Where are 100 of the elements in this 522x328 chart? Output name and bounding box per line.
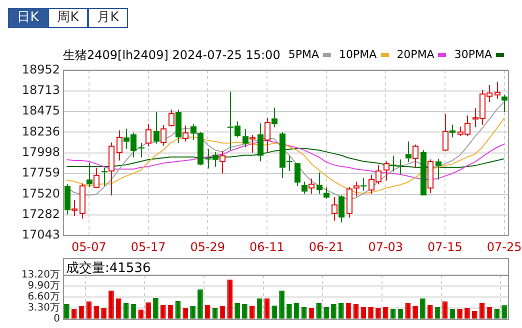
candlestick <box>324 186 330 200</box>
y-tick-label: 9.90万 <box>28 280 60 292</box>
candlestick <box>242 128 248 148</box>
bar <box>227 280 233 318</box>
bar <box>434 307 440 318</box>
bar <box>204 305 210 318</box>
x-tick-label: 05-29 <box>190 240 226 254</box>
candlestick <box>64 184 70 215</box>
candlestick <box>272 107 278 128</box>
candlestick <box>176 109 182 144</box>
bar <box>71 309 77 318</box>
bar <box>101 308 106 318</box>
bar <box>220 306 226 318</box>
bar <box>420 298 426 318</box>
x-tick-label: 05-17 <box>130 240 166 254</box>
bar <box>279 290 284 318</box>
bar <box>130 304 136 318</box>
candlestick <box>258 122 264 162</box>
bar <box>198 289 203 318</box>
bar <box>502 305 507 318</box>
candlestick <box>338 194 344 223</box>
bar <box>182 308 188 318</box>
bar <box>153 298 158 318</box>
x-tick-label: 06-21 <box>308 240 344 254</box>
bar <box>412 306 418 318</box>
bar <box>249 306 255 318</box>
bar <box>234 303 240 318</box>
y-tick-label: 6.60万 <box>28 292 60 303</box>
x-tick-label: 07-15 <box>428 240 462 254</box>
y-tick-label: 17282 <box>22 207 60 222</box>
bar <box>308 308 314 318</box>
candlestick <box>102 167 108 186</box>
chart-title: 生猪2409[lh2409] 2024-07-25 15:00 <box>63 47 280 64</box>
bar <box>457 309 462 318</box>
bar <box>78 306 84 318</box>
x-tick-label: 06-11 <box>250 240 284 254</box>
candlestick <box>436 158 442 180</box>
x-tick-label: 05-07 <box>72 240 106 254</box>
candlestick <box>502 94 508 113</box>
bar <box>316 303 322 318</box>
bar <box>479 303 485 318</box>
bar <box>301 307 307 318</box>
y-tick-label: 18952 <box>22 62 60 76</box>
bar <box>324 307 329 318</box>
candlestick <box>316 172 322 194</box>
y-tick-label: 13.20万 <box>21 270 60 281</box>
bar <box>450 309 456 318</box>
y-tick-label: 17520 <box>22 186 60 200</box>
bar <box>175 301 181 318</box>
bar <box>212 308 218 318</box>
legend-label: 20PMA <box>396 48 434 61</box>
text: 周K <box>48 8 88 28</box>
bar <box>286 304 292 318</box>
bar <box>405 303 411 318</box>
bar <box>464 308 470 318</box>
y-tick-label: 17043 <box>22 228 60 242</box>
text: 月K <box>88 8 128 28</box>
x-tick-label: 07-03 <box>368 240 404 254</box>
legend-label: 5PMA <box>288 48 320 61</box>
bar <box>294 303 300 318</box>
bar <box>116 298 122 318</box>
candlestick <box>86 162 92 188</box>
bar <box>331 304 336 318</box>
bar <box>168 305 174 318</box>
bar <box>94 306 100 318</box>
bar <box>242 304 248 318</box>
candlestick <box>154 112 160 144</box>
candlestick <box>450 124 456 138</box>
bar <box>64 304 70 318</box>
y-tick-label: 17759 <box>22 166 60 180</box>
x-tick-label: 07-25 <box>486 240 522 254</box>
bar <box>190 306 196 318</box>
candlestick <box>294 163 300 186</box>
legend-label: 10PMA <box>339 48 377 61</box>
bar <box>353 304 359 318</box>
bar <box>427 305 433 318</box>
y-tick-label: 3.30万 <box>28 302 60 314</box>
y-tick-label: 18475 <box>22 104 60 118</box>
y-tick-label: 18236 <box>22 124 60 138</box>
bar <box>160 305 166 318</box>
candlestick <box>302 181 308 194</box>
bar <box>338 303 344 318</box>
bar <box>382 307 388 318</box>
text: 日K <box>8 8 48 28</box>
candlestick <box>406 141 412 163</box>
bar <box>494 309 500 318</box>
bar <box>486 307 492 318</box>
bar <box>108 290 114 318</box>
bar <box>272 306 278 318</box>
legend-label: 30PMA <box>454 48 492 61</box>
y-tick-label: 18713 <box>22 83 60 98</box>
y-tick-label: 17998 <box>22 144 60 159</box>
bar <box>360 307 366 318</box>
bar <box>146 302 151 318</box>
bar <box>346 303 352 318</box>
candlestick <box>138 142 144 158</box>
chart-title: 成交量:41536 <box>66 260 151 277</box>
y-tick-label: 0 <box>54 314 60 325</box>
bar <box>376 308 381 318</box>
bar <box>368 307 374 318</box>
